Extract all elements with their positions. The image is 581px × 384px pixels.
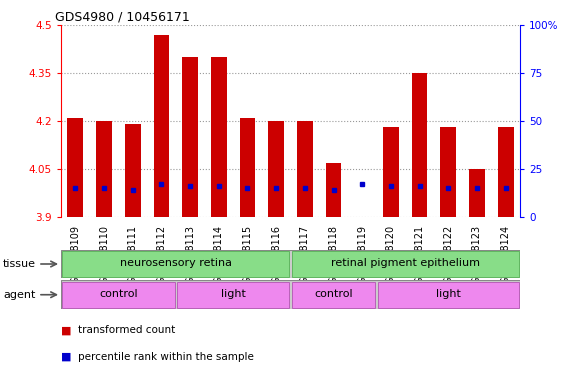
Text: percentile rank within the sample: percentile rank within the sample	[78, 352, 254, 362]
Text: GDS4980 / 10456171: GDS4980 / 10456171	[55, 11, 190, 24]
Bar	[62, 251, 289, 277]
Bar	[412, 73, 428, 217]
Text: ■: ■	[61, 325, 71, 335]
Bar	[325, 162, 342, 217]
Bar	[62, 282, 175, 308]
Text: transformed count: transformed count	[78, 325, 175, 335]
Bar	[67, 118, 83, 217]
Bar	[125, 124, 141, 217]
Bar	[469, 169, 485, 217]
Text: control: control	[314, 289, 353, 299]
Text: retinal pigment epithelium: retinal pigment epithelium	[331, 258, 480, 268]
Text: ■: ■	[61, 352, 71, 362]
Bar	[292, 251, 519, 277]
Text: tissue: tissue	[3, 259, 36, 269]
Bar	[182, 57, 198, 217]
Bar	[177, 282, 289, 308]
Bar	[268, 121, 284, 217]
Bar	[211, 57, 227, 217]
Bar	[498, 127, 514, 217]
Text: neurosensory retina: neurosensory retina	[120, 258, 232, 268]
Text: agent: agent	[3, 290, 35, 300]
Text: light: light	[221, 289, 246, 299]
Text: light: light	[436, 289, 461, 299]
Bar	[153, 35, 169, 217]
Text: control: control	[99, 289, 138, 299]
Bar	[378, 282, 519, 308]
Bar	[297, 121, 313, 217]
Bar	[96, 121, 112, 217]
Bar	[383, 127, 399, 217]
Bar	[239, 118, 256, 217]
Bar	[440, 127, 456, 217]
Bar	[292, 282, 375, 308]
